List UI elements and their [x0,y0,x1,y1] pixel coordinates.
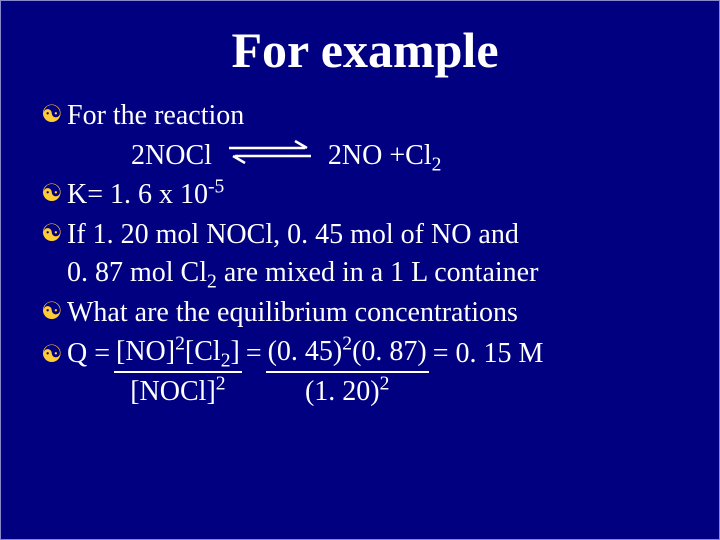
yinyang-icon: ☯ [41,218,67,250]
reaction-left: 2NOCl [131,140,212,171]
yinyang-icon: ☯ [41,178,67,210]
bullet-1-text: For the reaction [67,97,689,135]
bullet-list: ☯ For the reaction 2NOCl 2NO +Cl2 ☯ K= 1… [41,97,689,411]
bullet-2: ☯ K= 1. 6 x 10-5 [41,176,689,214]
bullet-5: ☯ Q = [NO]2[Cl2] [NOCl]2 = (0. 45)2(0. 8… [41,333,689,411]
bullet-5-content: Q = [NO]2[Cl2] [NOCl]2 = (0. 45)2(0. 87)… [67,333,689,411]
bullet-1: ☯ For the reaction [41,97,689,135]
fraction-1: [NO]2[Cl2] [NOCl]2 [114,333,242,411]
yinyang-icon: ☯ [41,99,67,131]
result-text: = 0. 15 M [433,333,544,373]
bullet-4: ☯ What are the equilibrium concentration… [41,294,689,332]
fraction-2-numerator: (0. 45)2(0. 87) [266,333,429,373]
fraction-1-numerator: [NO]2[Cl2] [114,333,242,373]
fraction-1-denominator: [NOCl]2 [130,373,225,411]
bullet-2-text: K= 1. 6 x 10-5 [67,176,689,214]
bullet-4-text: What are the equilibrium concentrations [67,294,689,332]
yinyang-icon: ☯ [41,339,67,371]
bullet-3: ☯ If 1. 20 mol NOCl, 0. 45 mol of NO and… [41,216,689,292]
reaction-line: 2NOCl 2NO +Cl2 [41,137,689,176]
equals-1: = [246,333,262,373]
fraction-2: (0. 45)2(0. 87) (1. 20)2 [266,333,429,411]
equilibrium-arrows-icon [225,138,315,176]
yinyang-icon: ☯ [41,296,67,328]
slide-container: For example ☯ For the reaction 2NOCl 2NO… [1,1,719,433]
bullet-3-text: If 1. 20 mol NOCl, 0. 45 mol of NO and 0… [67,216,689,292]
reaction-right: 2NO +Cl2 [328,140,441,171]
fraction-2-denominator: (1. 20)2 [305,373,389,411]
slide-title: For example [41,21,689,79]
q-label: Q = [67,333,110,373]
